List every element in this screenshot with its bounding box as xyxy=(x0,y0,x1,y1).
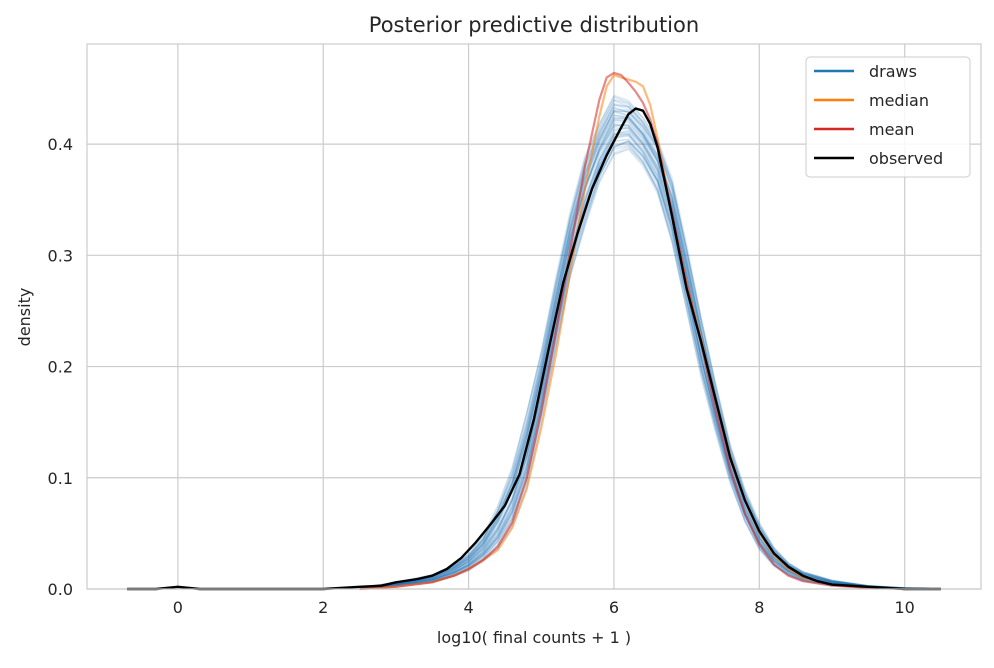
y-tick-label: 0.4 xyxy=(48,135,73,154)
draw-line xyxy=(359,124,942,590)
draw-line xyxy=(359,118,942,590)
draw-line xyxy=(359,142,942,590)
draw-line xyxy=(359,133,942,590)
draw-line xyxy=(359,121,942,590)
draw-line xyxy=(359,147,942,590)
draw-line xyxy=(359,123,942,590)
draw-line xyxy=(359,131,942,590)
y-tick-label: 0.3 xyxy=(48,246,73,265)
draw-line xyxy=(359,133,942,590)
draw-line xyxy=(359,114,942,590)
legend-label-observed: observed xyxy=(869,149,943,168)
draw-line xyxy=(359,126,942,590)
draw-line xyxy=(359,110,942,590)
y-tick-label: 0.2 xyxy=(48,358,73,377)
draw-line xyxy=(359,139,942,590)
x-tick-label: 0 xyxy=(173,598,183,617)
draw-line xyxy=(359,130,942,590)
draw-line xyxy=(359,110,942,590)
draw-line xyxy=(359,114,942,590)
ticks-layer: 0 2 4 6 8 10 0.0 0.1 0.2 0.3 0.4 xyxy=(48,135,915,617)
draw-line xyxy=(359,117,942,590)
legend-box xyxy=(805,56,971,178)
x-tick-label: 2 xyxy=(318,598,328,617)
draw-line xyxy=(359,126,942,590)
draw-line xyxy=(359,123,942,590)
draw-line xyxy=(359,110,942,590)
draw-line xyxy=(359,140,942,590)
x-tick-label: 8 xyxy=(754,598,764,617)
plot-frame xyxy=(86,43,982,590)
lines-layer xyxy=(127,71,941,591)
draw-line xyxy=(359,111,942,590)
x-tick-label: 10 xyxy=(895,598,915,617)
draw-line xyxy=(359,119,942,590)
draw-line xyxy=(359,134,942,590)
mean-line xyxy=(359,71,905,591)
draw-line xyxy=(359,138,942,590)
draw-line xyxy=(359,126,942,590)
legend-label-draws: draws xyxy=(869,62,917,81)
draw-line xyxy=(359,118,942,590)
chart-title: Posterior predictive distribution xyxy=(369,13,699,37)
draw-line xyxy=(359,144,942,590)
draw-line xyxy=(359,117,942,590)
draw-line xyxy=(359,148,942,590)
legend-entries: draws median mean observed xyxy=(814,62,943,168)
y-tick-label: 0.0 xyxy=(48,580,73,599)
draw-line xyxy=(359,140,941,590)
draw-line xyxy=(359,124,942,590)
draw-line xyxy=(359,129,942,590)
legend-label-mean: mean xyxy=(869,120,914,139)
draw-line xyxy=(359,145,942,590)
draw-line xyxy=(359,145,942,590)
draw-line xyxy=(359,109,942,590)
legend: draws median mean observed xyxy=(805,56,971,178)
draw-line xyxy=(359,127,942,590)
median-line xyxy=(359,74,905,591)
observed-line xyxy=(127,107,941,591)
y-axis-label: density xyxy=(15,288,34,347)
draw-line xyxy=(359,141,942,590)
legend-label-median: median xyxy=(869,91,929,110)
draw-line xyxy=(359,109,942,590)
x-tick-label: 6 xyxy=(609,598,619,617)
draw-line xyxy=(359,122,942,590)
x-tick-label: 4 xyxy=(463,598,473,617)
y-tick-label: 0.1 xyxy=(48,469,73,488)
draw-line xyxy=(359,132,942,590)
draw-line xyxy=(359,134,942,590)
draw-line xyxy=(359,116,942,590)
draw-line xyxy=(359,141,942,590)
draw-line xyxy=(359,114,942,590)
draw-line xyxy=(359,99,942,590)
draw-line xyxy=(359,108,942,590)
draw-line xyxy=(359,133,942,590)
x-axis-label: log10( final counts + 1 ) xyxy=(437,628,631,647)
draw-line xyxy=(359,140,941,590)
